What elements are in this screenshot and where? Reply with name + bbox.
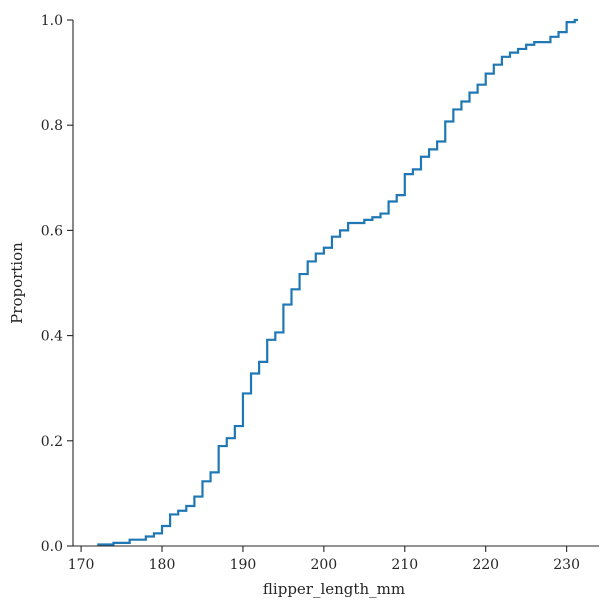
y-tick-label: 0.0	[41, 539, 63, 555]
x-axis-label: flipper_length_mm	[263, 580, 405, 598]
x-tick-label: 230	[553, 557, 580, 573]
x-tick-label: 220	[472, 557, 499, 573]
y-tick-label: 0.4	[41, 329, 63, 345]
y-tick-label: 1.0	[41, 13, 63, 29]
y-tick-label: 0.6	[41, 223, 63, 239]
y-tick-label: 0.2	[41, 434, 63, 450]
x-tick-label: 190	[230, 557, 257, 573]
ecdf-series	[97, 18, 578, 546]
axes	[72, 20, 599, 547]
ecdf-step-line	[97, 18, 578, 546]
x-ticks: 170 180 190 200 210 220 230	[68, 546, 580, 573]
x-tick-label: 210	[391, 557, 418, 573]
x-tick-label: 180	[149, 557, 176, 573]
y-ticks: 0.0 0.2 0.4 0.6 0.8 1.0	[41, 13, 73, 555]
x-tick-label: 170	[68, 557, 95, 573]
y-tick-label: 0.8	[41, 118, 63, 134]
x-tick-label: 200	[310, 557, 337, 573]
y-axis-label: Proportion	[8, 242, 26, 324]
